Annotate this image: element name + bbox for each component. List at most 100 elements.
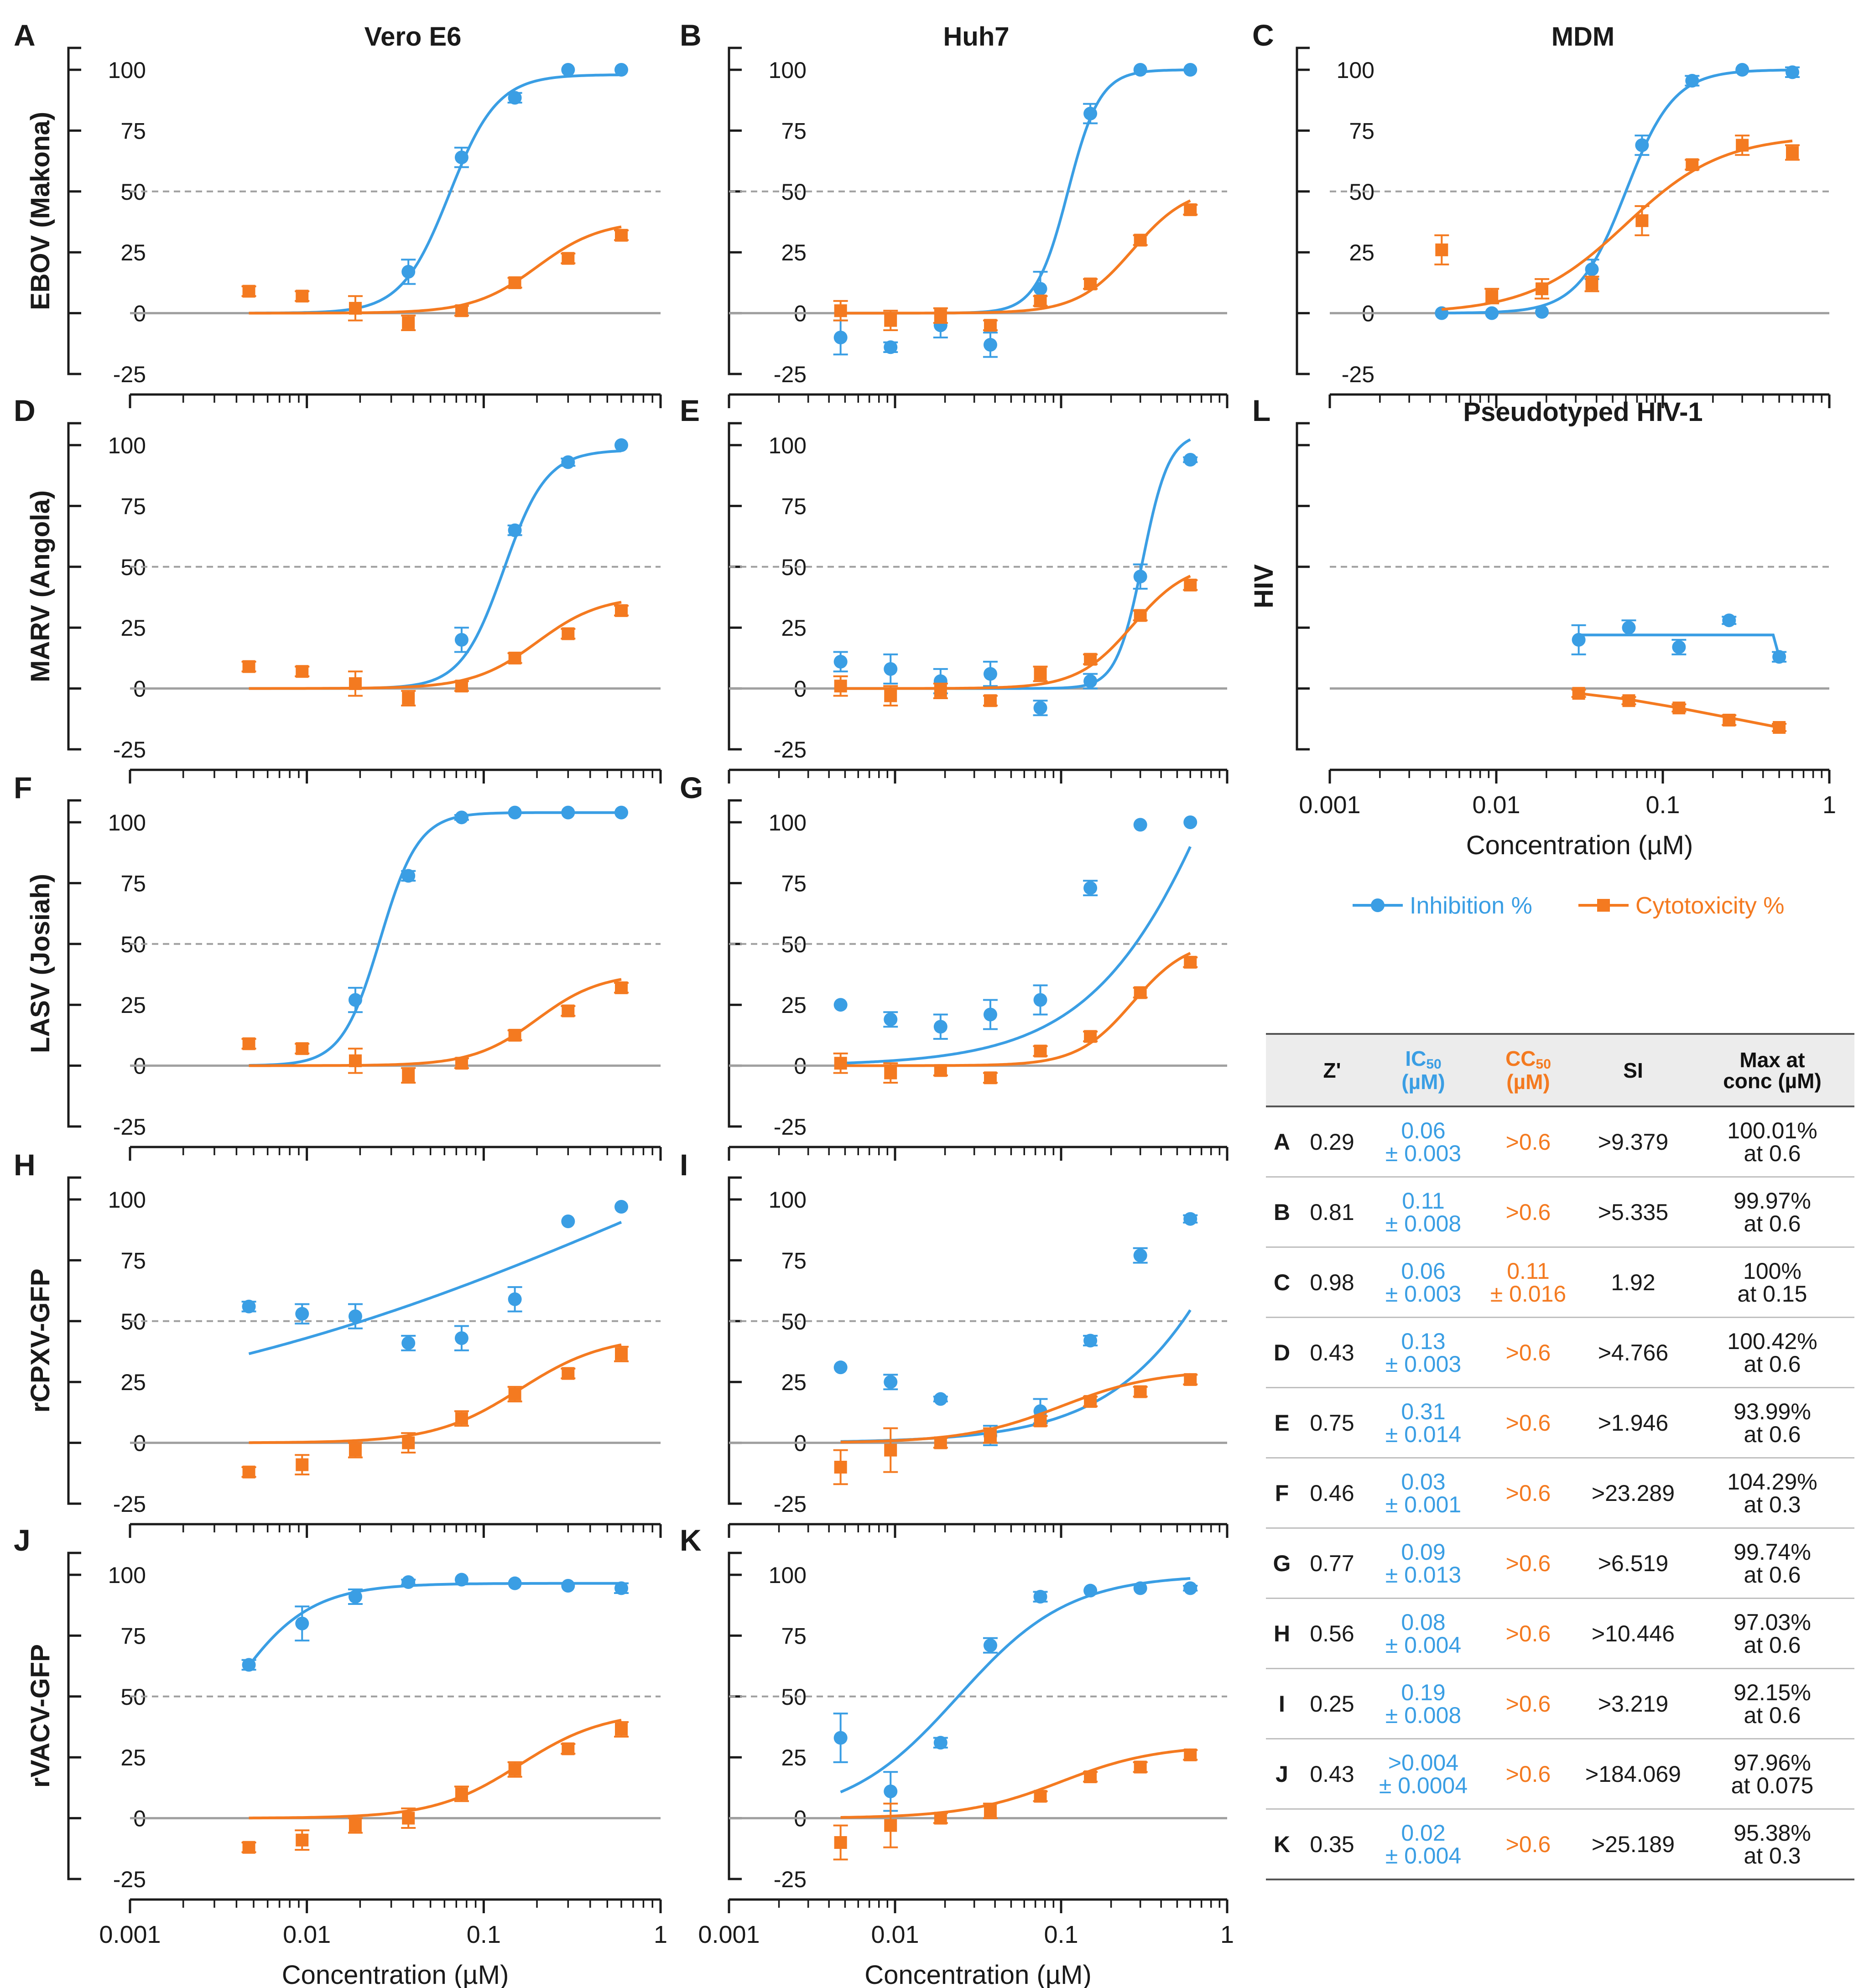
row-max-line: at 0.6 <box>1744 1421 1801 1447</box>
row-z-line: 0.81 <box>1310 1199 1354 1225</box>
inhibition-fit-curve <box>249 811 621 1067</box>
row-cc50: >0.6 <box>1480 1669 1576 1738</box>
row-id-line: C <box>1273 1269 1291 1295</box>
cytotoxicity-fit-curve <box>249 1343 622 1444</box>
panel-J: JrVACV-GFP1007550250-250.0010.010.11Conc… <box>14 1523 667 1988</box>
inhibition-point <box>401 265 416 279</box>
y-tick-label: 25 <box>1349 240 1374 265</box>
row-max: 99.74% at 0.6 <box>1690 1529 1854 1598</box>
row-ic50-line: ± 0.013 <box>1385 1562 1462 1588</box>
row-max-line: 104.29% <box>1727 1469 1817 1495</box>
y-axis <box>1296 422 1310 751</box>
inhibition-point <box>614 438 628 452</box>
row-max-line: at 0.6 <box>1744 1351 1801 1377</box>
row-cc50-line: ± 0.016 <box>1490 1281 1567 1307</box>
row-si: >1.946 <box>1576 1388 1690 1457</box>
row-z-line: 0.46 <box>1310 1480 1354 1506</box>
row-si-line: >184.069 <box>1585 1761 1681 1787</box>
y-tick-label: 100 <box>108 810 146 836</box>
max-header-line1: Max at <box>1739 1048 1805 1072</box>
inhibition-point <box>348 993 362 1007</box>
cytotoxicity-point <box>508 1028 521 1042</box>
y-tick-label: 75 <box>1349 118 1374 144</box>
row-si: >6.519 <box>1576 1529 1690 1598</box>
y-tick-label: -25 <box>774 737 807 763</box>
cytotoxicity-fit-curve <box>249 978 622 1067</box>
cytotoxicity-fit-curve <box>840 952 1191 1067</box>
cytotoxicity-point <box>1672 701 1686 715</box>
y-axis <box>728 799 742 1128</box>
inhibition-point <box>401 1575 416 1589</box>
row-max-line: 97.03% <box>1734 1609 1811 1635</box>
panel-letter-E: E <box>680 394 700 427</box>
inhibition-point <box>1585 262 1599 276</box>
row-cc50-line: >0.6 <box>1505 1550 1551 1576</box>
cytotoxicity-point <box>508 1387 521 1401</box>
row-max: 100.01% at 0.6 <box>1690 1107 1854 1176</box>
cytotoxicity-point <box>349 677 362 690</box>
row-z-line: 0.29 <box>1310 1129 1354 1155</box>
row-z-line: 0.43 <box>1310 1339 1354 1365</box>
row-id: A <box>1266 1107 1298 1176</box>
inhibition-point <box>401 869 416 883</box>
cytotoxicity-point <box>1686 158 1699 171</box>
row-id: J <box>1266 1739 1298 1808</box>
cytotoxicity-point <box>984 319 997 332</box>
x-axis-title: Concentration (µM) <box>1466 830 1693 860</box>
row-max-line: 99.74% <box>1734 1539 1811 1565</box>
col-si-header: SI <box>1576 1035 1690 1106</box>
inhibition-point <box>561 1215 575 1229</box>
inhibition-point <box>242 1299 256 1313</box>
row-ic50-line: 0.06 <box>1401 1258 1446 1284</box>
row-si-line: >4.766 <box>1598 1339 1669 1365</box>
inhibition-point <box>833 330 848 344</box>
inhibition-point <box>983 667 997 681</box>
row-cc50: >0.6 <box>1480 1739 1576 1808</box>
cytotoxicity-point <box>834 1057 847 1070</box>
row-z-line: 0.98 <box>1310 1269 1354 1295</box>
panel-letter-A: A <box>14 18 36 52</box>
y-tick-label: 100 <box>769 1187 807 1213</box>
row-id: F <box>1266 1459 1298 1527</box>
inhibition-point <box>884 1012 898 1027</box>
row-z-line: 0.43 <box>1310 1761 1354 1787</box>
row-z-line: 0.35 <box>1310 1831 1354 1857</box>
row-cc50: >0.6 <box>1480 1529 1576 1598</box>
y-tick-label: 25 <box>120 1745 146 1770</box>
col-id-header <box>1266 1035 1298 1106</box>
row-max-line: at 0.6 <box>1744 1140 1801 1166</box>
y-tick-label: 25 <box>781 992 807 1018</box>
row-ic50: 0.03 ± 0.001 <box>1366 1459 1480 1527</box>
cytotoxicity-point <box>884 1443 897 1457</box>
table-row: A 0.29 0.06 ± 0.003 >0.6 >9.379 100.01% at 0.6 <box>1266 1107 1854 1178</box>
panel-title: Pseudotyped HIV-1 <box>1463 397 1702 427</box>
cytotoxicity-point <box>1723 713 1736 727</box>
inhibition-point <box>454 1331 469 1345</box>
panel-B: BHuh71007550250-25 <box>680 18 1229 408</box>
cytotoxicity-point <box>1635 214 1649 227</box>
panel-title: Huh7 <box>943 22 1010 52</box>
row-max: 92.15% at 0.6 <box>1690 1669 1854 1738</box>
y-tick-label: 25 <box>781 240 807 265</box>
cytotoxicity-point <box>349 301 362 315</box>
row-ic50-line: 0.06 <box>1401 1117 1446 1143</box>
row-max-line: at 0.6 <box>1744 1210 1801 1236</box>
y-tick-label: 75 <box>781 118 807 144</box>
row-ic50-line: ± 0.004 <box>1385 1632 1462 1658</box>
cytotoxicity-point <box>455 1057 468 1070</box>
legend: Inhibition % Cytotoxicity % <box>1353 893 1785 919</box>
z-header-label: Z' <box>1323 1058 1341 1082</box>
inhibition-point <box>508 1576 522 1590</box>
cytotoxicity-point <box>984 1804 997 1817</box>
row-max: 100% at 0.15 <box>1690 1248 1854 1317</box>
inhibition-point <box>1183 1212 1197 1226</box>
row-si-line: >10.446 <box>1591 1620 1675 1646</box>
cytotoxicity-point <box>1134 1760 1147 1774</box>
cytotoxicity-fit-curve <box>840 199 1191 315</box>
cytotoxicity-point <box>402 1436 415 1449</box>
row-id-line: B <box>1273 1199 1291 1225</box>
inhibition-point <box>1183 1581 1197 1595</box>
row-ic50: 0.06 ± 0.003 <box>1366 1248 1480 1317</box>
panel-letter-B: B <box>680 18 702 52</box>
x-tick-label: 1 <box>654 1921 667 1948</box>
